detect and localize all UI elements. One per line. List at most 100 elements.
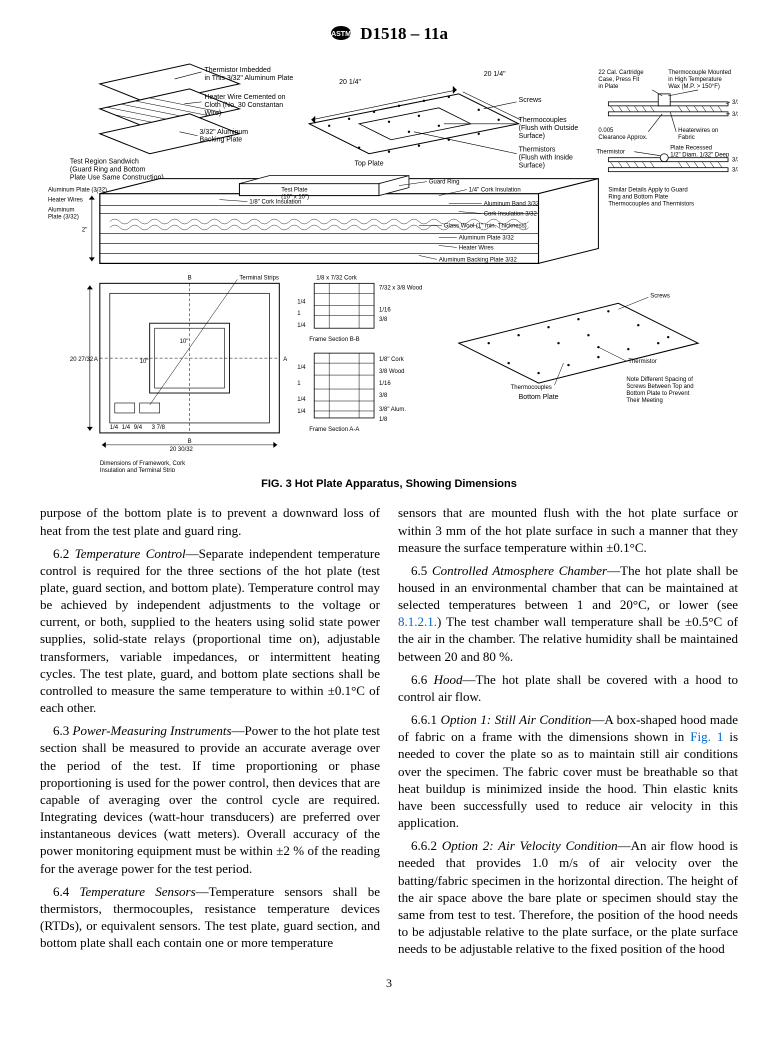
fig-label: Heater Wire Cemented onCloth (No. 30 Con… <box>205 93 286 116</box>
fig-label: Bottom Plate <box>519 394 559 401</box>
fig-label: 2" <box>82 227 87 233</box>
fig-label: 3/8 <box>379 393 388 399</box>
fig-label: Aluminum Plate 3/32 <box>459 235 515 241</box>
fig-label: Thermocouples <box>511 385 552 391</box>
fig-label: 1/4 <box>110 425 119 431</box>
fig-label: 10" <box>180 339 189 345</box>
fig-label: Dimensions of Framework, CorkInsulation … <box>100 460 185 472</box>
fig-label: 1/4 <box>297 409 306 415</box>
body-text: purpose of the bottom plate is to preven… <box>40 504 738 960</box>
fig-label: A <box>94 357 98 363</box>
fig-label: B <box>188 438 192 444</box>
fig-label: Aluminum Backing Plate 3/32 <box>439 257 518 263</box>
fig-label: 3/8 Wood <box>379 369 404 375</box>
page-header: ASTM D1518 – 11a <box>40 24 738 46</box>
sec-title: Option 2: Air Velocity Condition <box>442 838 618 853</box>
fig-label: Screws <box>650 293 670 299</box>
fig-label: Terminal Strips <box>239 275 278 281</box>
sec-title: Hood <box>434 672 463 687</box>
sec-num: 6.2 <box>53 546 69 561</box>
sec-num: 6.4 <box>53 884 69 899</box>
fig-label: Thermistor Imbeddedin This 3/32" Aluminu… <box>205 67 294 82</box>
fig-label: 7/32 x 3/8 Wood <box>379 285 422 291</box>
fig-label: Thermistor <box>596 149 625 155</box>
fig-label: 3/32" Alum. Plate <box>732 157 738 163</box>
fig-label: B <box>188 275 192 281</box>
fig-label: Similar Details Apply to GuardRing and B… <box>608 187 694 207</box>
fig-label: Plate Recessed1/2" Diam. 1/32" Deep <box>670 145 730 158</box>
fig-label: Aluminum Plate (3/32) <box>48 187 107 193</box>
fig-label: AluminumPlate (3/32) <box>48 207 79 220</box>
fig-label: Cork Insulation 3/32 <box>484 211 538 217</box>
astm-logo: ASTM <box>330 25 352 46</box>
fig-label: Guard Ring <box>429 179 460 185</box>
figure-caption: FIG. 3 Hot Plate Apparatus, Showing Dime… <box>40 478 738 490</box>
sec-num: 6.6.1 <box>411 712 437 727</box>
fig-label: Top Plate <box>355 160 384 167</box>
body-p5b: ) The test chamber wall temperature shal… <box>398 614 738 663</box>
fig-label: Heater Wires <box>48 197 83 203</box>
fig-label: Test Plate(10" x 10") <box>281 187 309 200</box>
fig-label: 3/32" Alum. Plate <box>732 167 738 173</box>
fig-label: Frame Section A-A <box>309 427 359 433</box>
sec-title: Controlled Atmosphere Chamber <box>432 563 607 578</box>
sec-title: Option 1: Still Air Condition <box>441 712 592 727</box>
fig-label: 1/8 x 7/32 Cork <box>316 275 356 281</box>
sec-num: 6.5 <box>411 563 427 578</box>
fig-label: 1/4 <box>297 365 306 371</box>
fig-label: 3/32" AluminumBacking Plate <box>200 128 249 143</box>
fig-label: 20 1/4" <box>339 79 361 86</box>
fig-label: 1 <box>297 311 301 317</box>
fig-label: 1/16 <box>379 307 391 313</box>
fig-label: 3/32" Alum. Plate <box>732 99 738 105</box>
fig-label: 22 Cal. CartridgeCase, Press Fitin Plate <box>598 70 644 90</box>
fig-label: 20 27/32 <box>70 357 94 363</box>
fig-label: Heaterwires onFabric <box>678 127 718 140</box>
fig-label: 1 <box>297 381 301 387</box>
body-p7b: is needed to cover the plate so as to ma… <box>398 729 738 830</box>
fig-label: Glass Wool (1" min. Thickness) <box>444 223 527 229</box>
fig-label: Thermocouple Mountedin High TemperatureW… <box>668 70 731 90</box>
body-p2: —Power to the hot plate test section sha… <box>40 723 380 875</box>
fig-label: 20 30/32 <box>170 446 194 452</box>
ref-link[interactable]: Fig. 1 <box>690 729 723 744</box>
figure-3: Thermistor Imbeddedin This 3/32" Aluminu… <box>40 54 738 473</box>
page-number: 3 <box>40 976 738 991</box>
sec-title: Temperature Sensors <box>80 884 196 899</box>
fig-label: Thermistor <box>628 359 657 365</box>
fig-label: 1/8" Cork <box>379 357 404 363</box>
fig-label: 1/16 <box>379 381 391 387</box>
svg-text:ASTM: ASTM <box>331 31 351 38</box>
fig-label: 1/4 <box>297 299 306 305</box>
designation: D1518 – 11a <box>360 24 448 43</box>
fig-label: 3/8 <box>379 317 388 323</box>
fig-label: 1/4 <box>297 397 306 403</box>
fig-label: Thermocouples(Flush with OutsideSurface) <box>519 116 579 139</box>
fig-label: 20 1/4" <box>484 71 506 78</box>
sec-num: 6.3 <box>53 723 69 738</box>
sec-num: 6.6.2 <box>411 838 437 853</box>
fig-label: 1/4 <box>297 323 306 329</box>
fig-label: 1/4 <box>122 425 131 431</box>
fig-label: Screws <box>519 96 542 103</box>
fig-label: 3/8" Alum. <box>379 407 406 413</box>
fig-label: A <box>283 357 287 363</box>
body-p8: —An air flow hood is needed that provide… <box>398 838 738 956</box>
body-p0: purpose of the bottom plate is to preven… <box>40 505 380 537</box>
fig-label: 3 7/8 <box>152 425 166 431</box>
body-p1: —Separate independent temperature contro… <box>40 546 380 715</box>
fig-label: Heater Wires <box>459 245 494 251</box>
body-p4: sensors that are mounted flush with the … <box>398 505 738 554</box>
sec-num: 6.6 <box>411 672 427 687</box>
sec-title: Temperature Control <box>75 546 186 561</box>
ref-link[interactable]: 8.1.2.1. <box>398 614 437 629</box>
fig-label: 1/8 <box>379 417 388 423</box>
fig-label: 3/32" Alum. Plate <box>732 111 738 117</box>
fig-label: 0.005Clearance Approx. <box>598 127 647 140</box>
fig-label: Aluminum Band 3/32 <box>484 201 540 207</box>
fig-label: 1/4" Cork Insulation <box>469 187 521 193</box>
fig-label: Note Different Spacing ofScrews Between … <box>626 377 693 404</box>
fig-label: Frame Section B-B <box>309 337 359 343</box>
fig-label: 10" <box>140 359 149 365</box>
fig-label: Test Region Sandwich(Guard Ring and Bott… <box>70 158 164 181</box>
